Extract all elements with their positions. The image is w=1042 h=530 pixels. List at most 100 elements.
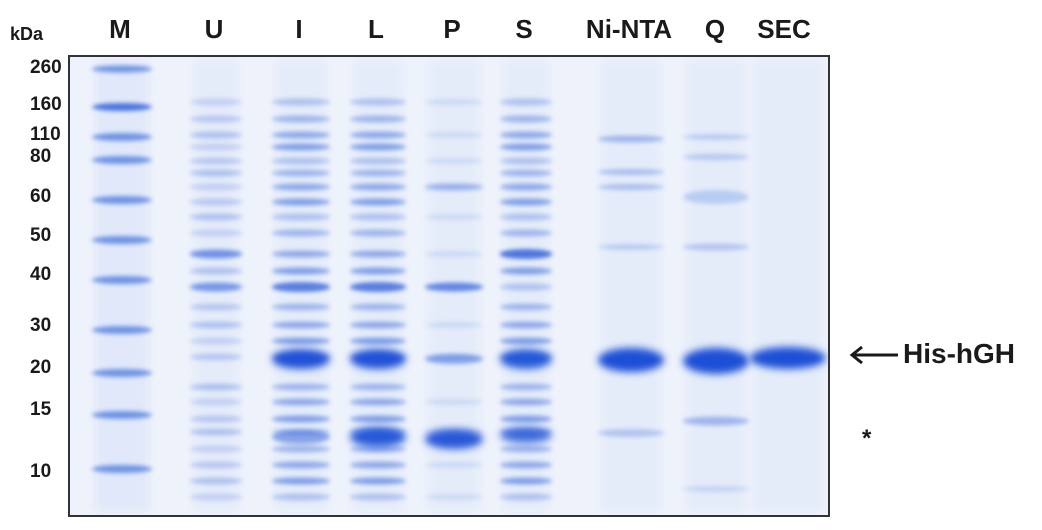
band-lane-s [500,427,552,443]
band-lane-s [500,183,552,191]
band-lane-u [190,383,242,391]
band-lane-i [272,131,330,139]
band-lane-u [190,282,242,292]
lane-label-ni-nta: Ni-NTA [585,14,673,44]
band-lane-i [272,445,330,453]
band-lane-u [190,461,242,469]
lane-smear-m [96,61,148,511]
band-lane-u [190,267,242,275]
band-lane-m [92,103,152,111]
band-lane-s [500,115,552,123]
band-lane-m [92,196,152,204]
band-lane-u [190,493,242,501]
arrow-left-icon [849,345,898,365]
band-lane-s [500,249,552,259]
band-lane-s [500,337,552,345]
band-lane-p [425,494,483,500]
band-lane-i [272,349,330,369]
band-lane-i [272,415,330,423]
band-lane-q [683,153,749,161]
band-lane-q [683,243,749,251]
marker-label-15: 15 [30,399,52,420]
band-lane-p [425,399,483,405]
band-lane-l [350,131,406,139]
band-lane-u [190,183,242,191]
band-lane-q [683,348,749,374]
band-lane-u [190,229,242,237]
band-lane-i [272,430,330,444]
band-lane-i [272,198,330,206]
marker-label-30: 30 [30,315,52,336]
band-lane-p [425,429,483,449]
band-lane-p [425,158,483,164]
band-lane-u [190,415,242,423]
band-lane-m [92,465,152,473]
band-lane-l [350,115,406,123]
gel-image [68,55,830,517]
band-lane-l [350,267,406,275]
band-lane-l [350,183,406,191]
band-lane-m [92,236,152,244]
band-lane-l [350,427,406,447]
band-lane-i [272,98,330,106]
band-lane-l [350,303,406,311]
band-lane-s [500,461,552,469]
band-lane-ni-nta [598,169,664,175]
band-lane-u [190,337,242,345]
band-lane-l [350,461,406,469]
band-lane-s [500,198,552,206]
band-lane-s [500,383,552,391]
kda-unit-label: kDa [10,24,44,44]
band-lane-p [425,354,483,364]
band-lane-i [272,337,330,345]
band-lane-m [92,156,152,164]
band-lane-s [500,229,552,237]
lane-label-i: I [295,14,303,44]
band-lane-i [272,282,330,292]
band-lane-ni-nta [598,135,664,143]
band-lane-p [425,282,483,292]
band-lane-u [190,398,242,406]
band-lane-s [500,131,552,139]
band-lane-m [92,276,152,284]
band-lane-u [190,169,242,177]
band-lane-p [425,214,483,220]
band-lane-s [500,493,552,501]
band-lane-i [272,143,330,151]
band-lane-p [425,183,483,191]
band-lane-sec [750,347,826,369]
band-lane-p [425,251,483,257]
band-lane-l [350,229,406,237]
band-lane-l [350,198,406,206]
band-lane-ni-nta [598,244,664,250]
lane-smear-sec [754,61,822,511]
marker-label-60: 60 [30,186,52,207]
band-lane-s [500,445,552,453]
band-lane-m [92,133,152,141]
band-lane-p [425,322,483,328]
band-lane-i [272,115,330,123]
band-lane-q [683,486,749,492]
marker-label-80: 80 [30,146,52,167]
band-lane-ni-nta [598,184,664,190]
band-lane-s [500,213,552,221]
band-lane-i [272,157,330,165]
band-lane-l [350,213,406,221]
marker-label-260: 260 [30,57,62,78]
band-lane-u [190,98,242,106]
lane-smear-q [687,61,745,511]
band-lane-q [683,134,749,140]
marker-label-110: 110 [30,124,61,145]
band-lane-l [350,477,406,485]
band-lane-s [500,303,552,311]
band-lane-l [350,415,406,423]
band-lane-i [272,461,330,469]
band-lane-i [272,398,330,406]
band-lane-u [190,131,242,139]
band-lane-l [350,282,406,292]
band-lane-u [190,198,242,206]
band-lane-l [350,250,406,258]
band-lane-s [500,157,552,165]
band-lane-i [272,250,330,258]
lane-label-u: U [204,14,224,44]
